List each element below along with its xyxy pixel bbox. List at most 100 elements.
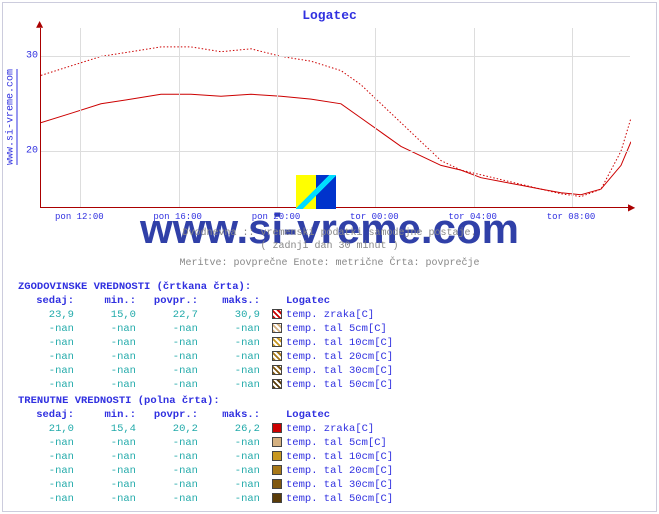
series-curr_temp_zraka: [41, 94, 631, 194]
series-label: temp. zraka[C]: [286, 308, 399, 322]
gridline-h: [41, 151, 630, 152]
series-label: temp. tal 10cm[C]: [286, 450, 399, 464]
xtick-label: tor 08:00: [547, 212, 596, 222]
xtick-label: tor 04:00: [448, 212, 497, 222]
value-cell: 22,7: [142, 308, 204, 322]
xtick-label: tor 00:00: [350, 212, 399, 222]
value-cell: -nan: [18, 492, 80, 506]
table-row: -nan-nan-nan-nantemp. tal 50cm[C]: [18, 492, 399, 506]
gridline-v: [179, 28, 180, 207]
value-cell: -nan: [80, 492, 142, 506]
value-cell: -nan: [142, 492, 204, 506]
value-cell: -nan: [18, 378, 80, 392]
color-swatch: [272, 337, 282, 347]
value-cell: 26,2: [204, 422, 266, 436]
table-row: -nan-nan-nan-nantemp. tal 50cm[C]: [18, 378, 399, 392]
value-cell: -nan: [18, 450, 80, 464]
value-cell: -nan: [80, 350, 142, 364]
color-swatch: [272, 423, 282, 433]
value-cell: -nan: [142, 364, 204, 378]
historic-heading: ZGODOVINSKE VREDNOSTI (črtkana črta):: [18, 280, 399, 294]
ytick-label: 30: [22, 51, 38, 62]
series-label: temp. tal 30cm[C]: [286, 364, 399, 378]
value-cell: 15,4: [80, 422, 142, 436]
note-line1: Dvodnevna :: vremenski podatki samodejne…: [0, 228, 659, 239]
value-cell: -nan: [80, 336, 142, 350]
value-cell: -nan: [142, 350, 204, 364]
color-swatch: [272, 437, 282, 447]
series-label: temp. tal 5cm[C]: [286, 436, 399, 450]
color-swatch: [272, 309, 282, 319]
value-cell: -nan: [142, 322, 204, 336]
value-cell: -nan: [142, 336, 204, 350]
value-cell: -nan: [18, 322, 80, 336]
swatch-cell: [266, 322, 286, 336]
series-label: temp. tal 20cm[C]: [286, 464, 399, 478]
value-cell: -nan: [204, 364, 266, 378]
value-cell: -nan: [142, 464, 204, 478]
value-cell: -nan: [204, 450, 266, 464]
value-cell: -nan: [204, 336, 266, 350]
table-header-row: sedaj: min.: povpr.: maks.: Logatec: [18, 294, 399, 308]
value-cell: -nan: [142, 450, 204, 464]
value-cell: -nan: [204, 464, 266, 478]
swatch-cell: [266, 436, 286, 450]
value-cell: -nan: [204, 478, 266, 492]
site-logo: [296, 175, 336, 209]
table-row: -nan-nan-nan-nantemp. tal 10cm[C]: [18, 450, 399, 464]
swatch-cell: [266, 492, 286, 506]
value-cell: -nan: [142, 436, 204, 450]
swatch-cell: [266, 350, 286, 364]
value-cell: -nan: [80, 378, 142, 392]
value-cell: -nan: [204, 350, 266, 364]
source-link[interactable]: www.si-vreme.com: [4, 0, 18, 234]
table-row: -nan-nan-nan-nantemp. tal 20cm[C]: [18, 350, 399, 364]
swatch-cell: [266, 478, 286, 492]
table-row: -nan-nan-nan-nantemp. tal 5cm[C]: [18, 436, 399, 450]
value-cell: -nan: [80, 436, 142, 450]
value-cell: 15,0: [80, 308, 142, 322]
gridline-h: [41, 56, 630, 57]
chart-svg: [41, 28, 631, 208]
gridline-v: [277, 28, 278, 207]
table-row: -nan-nan-nan-nantemp. tal 5cm[C]: [18, 322, 399, 336]
value-cell: -nan: [204, 492, 266, 506]
swatch-cell: [266, 450, 286, 464]
table-row: -nan-nan-nan-nantemp. tal 30cm[C]: [18, 364, 399, 378]
value-cell: -nan: [80, 322, 142, 336]
color-swatch: [272, 365, 282, 375]
color-swatch: [272, 351, 282, 361]
value-cell: -nan: [80, 478, 142, 492]
swatch-cell: [266, 308, 286, 322]
value-cell: -nan: [204, 378, 266, 392]
value-cell: 21,0: [18, 422, 80, 436]
series-label: temp. tal 20cm[C]: [286, 350, 399, 364]
value-cell: -nan: [18, 478, 80, 492]
xtick-label: pon 20:00: [252, 212, 301, 222]
color-swatch: [272, 465, 282, 475]
table-row: -nan-nan-nan-nantemp. tal 20cm[C]: [18, 464, 399, 478]
value-cell: -nan: [80, 364, 142, 378]
series-label: temp. tal 50cm[C]: [286, 378, 399, 392]
historic-table: sedaj: min.: povpr.: maks.: Logatec 23,9…: [18, 294, 399, 392]
series-label: temp. zraka[C]: [286, 422, 399, 436]
color-swatch: [272, 379, 282, 389]
series-hist_temp_zraka: [41, 47, 631, 197]
swatch-cell: [266, 364, 286, 378]
historic-block: ZGODOVINSKE VREDNOSTI (črtkana črta): se…: [18, 280, 399, 392]
value-cell: -nan: [18, 464, 80, 478]
xtick-label: pon 12:00: [55, 212, 104, 222]
series-label: temp. tal 5cm[C]: [286, 322, 399, 336]
swatch-cell: [266, 422, 286, 436]
value-cell: -nan: [204, 436, 266, 450]
value-cell: -nan: [18, 350, 80, 364]
table-header-row: sedaj: min.: povpr.: maks.: Logatec: [18, 408, 399, 422]
color-swatch: [272, 493, 282, 503]
table-row: 23,915,022,730,9temp. zraka[C]: [18, 308, 399, 322]
value-cell: -nan: [80, 464, 142, 478]
value-cell: -nan: [204, 322, 266, 336]
table-row: -nan-nan-nan-nantemp. tal 30cm[C]: [18, 478, 399, 492]
swatch-cell: [266, 378, 286, 392]
color-swatch: [272, 451, 282, 461]
value-cell: 23,9: [18, 308, 80, 322]
